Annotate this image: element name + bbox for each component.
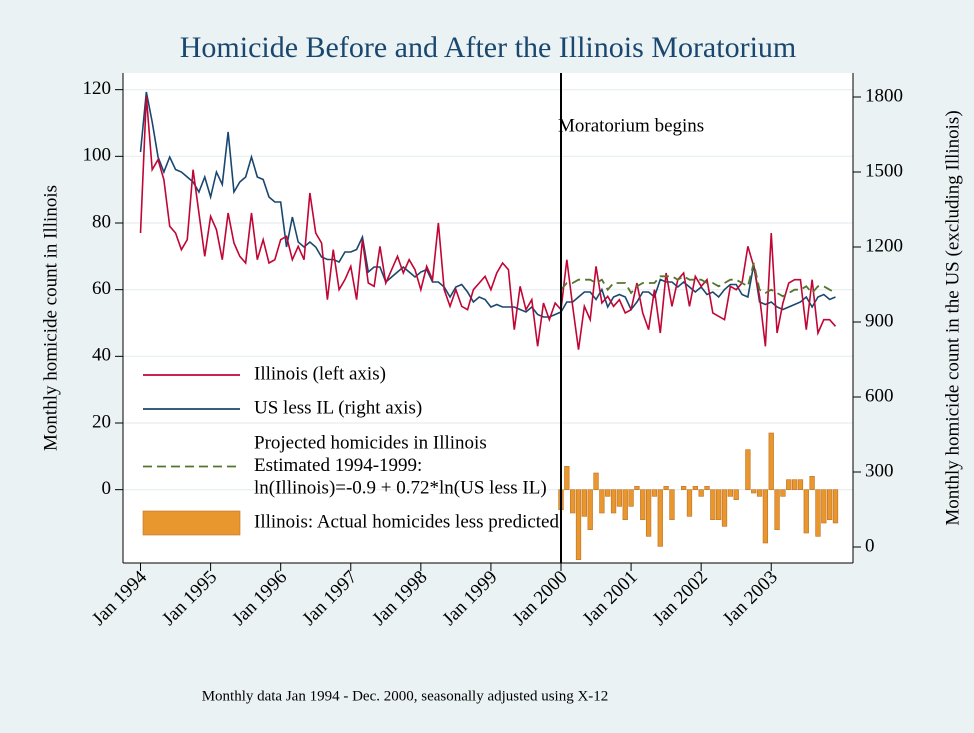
bar bbox=[657, 489, 663, 547]
bar bbox=[669, 489, 675, 520]
y-tick-label: 80 bbox=[92, 211, 111, 232]
bar bbox=[570, 489, 576, 514]
bar bbox=[692, 486, 698, 490]
y-tick-label: 20 bbox=[92, 411, 111, 432]
bar bbox=[751, 489, 757, 494]
bar bbox=[651, 489, 658, 497]
y2-tick-label: 900 bbox=[865, 310, 894, 331]
bar bbox=[593, 472, 599, 490]
y-axis-label: Monthly homicide count in Illinois bbox=[40, 185, 61, 451]
bar bbox=[599, 489, 605, 514]
bar bbox=[710, 489, 716, 520]
y-tick-label: 0 bbox=[102, 478, 112, 499]
bar bbox=[809, 476, 815, 490]
line-series bbox=[139, 91, 836, 318]
bar bbox=[640, 489, 646, 520]
bar bbox=[634, 486, 640, 490]
legend-label: US less IL (right axis) bbox=[254, 397, 422, 418]
y-tick-label: 40 bbox=[92, 345, 111, 366]
bar bbox=[581, 489, 587, 517]
y-tick-label: 120 bbox=[83, 78, 112, 99]
chart-title: Homicide Before and After the Illinois M… bbox=[180, 31, 797, 64]
bar bbox=[768, 432, 774, 490]
y2-tick-label: 1500 bbox=[865, 160, 903, 181]
bar bbox=[575, 489, 582, 560]
bar bbox=[733, 489, 739, 500]
legend-label: Estimated 1994-1999: bbox=[254, 455, 422, 476]
bar bbox=[791, 479, 798, 490]
y2-tick-label: 600 bbox=[865, 385, 894, 406]
y-tick-label: 100 bbox=[83, 145, 112, 166]
line-series bbox=[139, 96, 837, 350]
legend-label: Projected homicides in Illinois bbox=[254, 432, 487, 453]
bar bbox=[681, 486, 687, 490]
bar bbox=[605, 489, 611, 497]
bar bbox=[610, 489, 617, 514]
bar bbox=[827, 489, 833, 520]
legend-swatch bbox=[142, 510, 241, 536]
bar bbox=[797, 479, 804, 490]
bar bbox=[821, 489, 827, 524]
bar bbox=[686, 489, 693, 517]
annotation: Moratorium begins bbox=[558, 115, 704, 136]
y2-tick-label: 0 bbox=[865, 535, 875, 556]
bar bbox=[716, 489, 722, 520]
bar bbox=[745, 449, 751, 490]
y2-tick-label: 300 bbox=[865, 460, 894, 481]
bar bbox=[832, 489, 839, 524]
bar bbox=[628, 489, 634, 507]
line-series bbox=[560, 262, 836, 298]
bar bbox=[780, 489, 786, 497]
bar bbox=[756, 489, 763, 497]
y2-axis-label: Monthly homicide count in the US (exclud… bbox=[942, 110, 963, 525]
bar bbox=[663, 486, 669, 490]
plot-area bbox=[123, 73, 853, 563]
bar bbox=[704, 486, 710, 490]
bar bbox=[564, 466, 570, 490]
bar bbox=[815, 489, 821, 537]
bar bbox=[774, 489, 780, 530]
bar bbox=[786, 479, 792, 490]
bar bbox=[698, 489, 704, 497]
bar bbox=[622, 489, 628, 520]
legend-label: Illinois: Actual homicides less predicte… bbox=[254, 511, 559, 532]
bar bbox=[616, 489, 623, 507]
y-tick-label: 60 bbox=[92, 278, 111, 299]
y2-tick-label: 1800 bbox=[865, 85, 903, 106]
bar bbox=[587, 489, 593, 530]
bar bbox=[721, 489, 728, 527]
bar bbox=[645, 489, 652, 537]
bar bbox=[727, 489, 733, 497]
legend-label: ln(Illinois)=-0.9 + 0.72*ln(US less IL) bbox=[254, 477, 547, 498]
legend-label: Illinois (left axis) bbox=[254, 363, 386, 384]
y2-tick-label: 1200 bbox=[865, 235, 903, 256]
bar bbox=[803, 489, 809, 534]
bar bbox=[762, 489, 769, 544]
caption: Monthly data Jan 1994 - Dec. 2000, seaso… bbox=[202, 688, 609, 704]
